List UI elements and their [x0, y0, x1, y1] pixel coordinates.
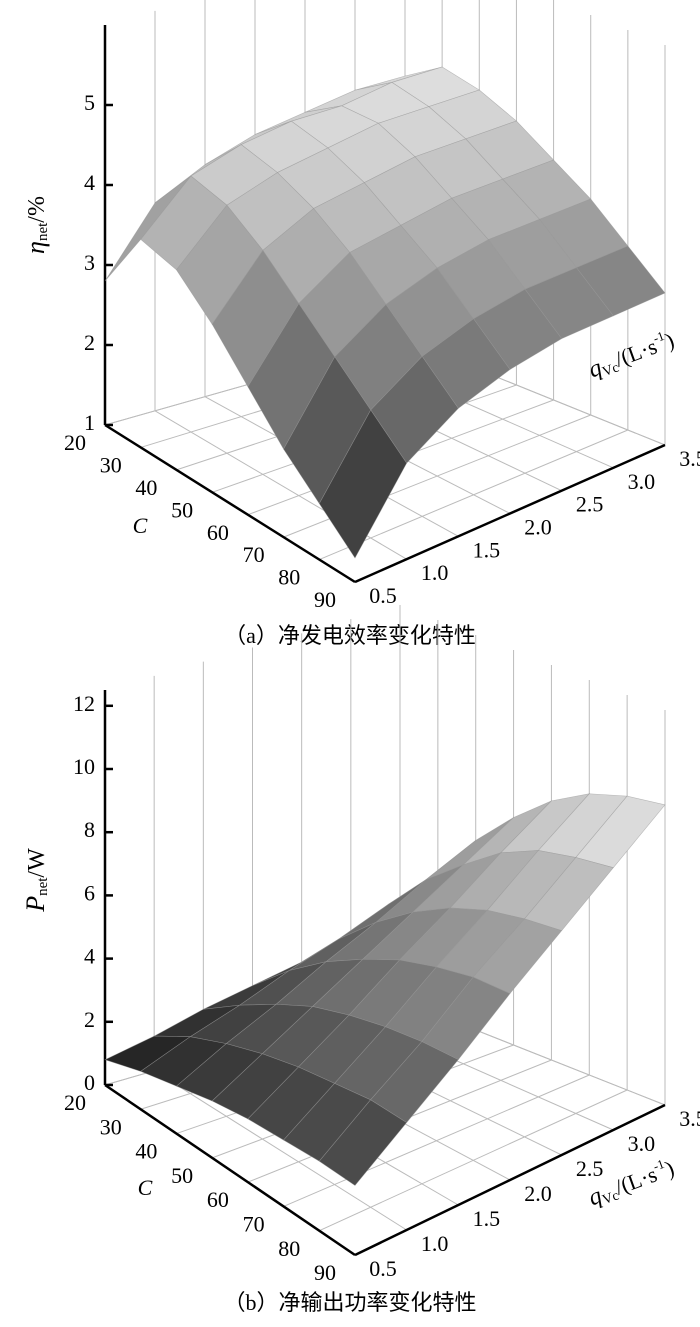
z-label-symbol: η: [21, 241, 50, 254]
y-axis: [354, 1103, 666, 1257]
x-tick-label: 50: [171, 1163, 193, 1188]
z-tick-label: 3: [84, 250, 95, 275]
x-tick-label: 30: [100, 1114, 122, 1139]
surface-patch: [318, 409, 408, 559]
x-tick-label: 60: [207, 1187, 229, 1212]
x-tick-label: 90: [314, 1260, 336, 1285]
y-tick-label: 1.0: [421, 1231, 449, 1256]
z-label-symbol: P: [21, 896, 50, 913]
x-axis-label: C: [138, 1175, 153, 1200]
y-label-sub: Vc: [601, 1189, 621, 1209]
z-label-sub: net: [35, 222, 51, 241]
x-tick-label: 40: [135, 475, 157, 500]
surface-patch: [318, 1099, 408, 1186]
x-tick-label: 50: [171, 497, 193, 522]
y-tick-label: 3.0: [628, 1131, 656, 1156]
caption: （a）净发电效率变化特性: [224, 623, 476, 648]
y-tick-label: 3.5: [679, 446, 700, 471]
x-tick-label: 80: [278, 1236, 300, 1261]
x-tick-label: 30: [100, 452, 122, 477]
z-label-sub: net: [35, 877, 51, 896]
x-tick-label: 40: [135, 1139, 157, 1164]
x-tick-label: 20: [64, 1090, 86, 1115]
z-tick-label: 2: [84, 1007, 95, 1032]
z-tick-label: 10: [73, 754, 95, 779]
y-tick-label: 1.5: [473, 537, 501, 562]
y-tick-label: 3.0: [628, 469, 656, 494]
z-tick-label: 5: [84, 90, 95, 115]
x-tick-label: 70: [243, 542, 265, 567]
y-axis-label: qVc/(L·s-1): [584, 325, 678, 384]
z-tick-label: 0: [84, 1070, 95, 1095]
z-tick-label: 4: [84, 170, 95, 195]
x-tick-label: 90: [314, 587, 336, 612]
z-axis-label: ηnet/%: [21, 196, 51, 254]
z-tick-label: 1: [84, 410, 95, 435]
x-axis: [104, 423, 356, 584]
z-tick-label: 4: [84, 944, 95, 969]
y-tick-label: 2.0: [524, 515, 552, 540]
x-axis: [104, 1083, 356, 1257]
y-tick-label: 2.5: [576, 492, 604, 517]
z-label-unit: /W: [24, 848, 50, 878]
y-tick-label: 0.5: [369, 583, 397, 608]
x-tick-label: 70: [243, 1211, 265, 1236]
x-tick-label: 60: [207, 520, 229, 545]
y-label-sub: Vc: [601, 361, 621, 381]
z-tick-label: 2: [84, 330, 95, 355]
y-tick-label: 2.0: [524, 1181, 552, 1206]
z-label-unit: /%: [24, 196, 50, 223]
y-axis: [354, 443, 666, 584]
y-tick-label: 0.5: [369, 1256, 397, 1281]
floor-grid-line: [153, 1070, 407, 1231]
z-axis-label: Pnet/W: [21, 848, 51, 913]
y-tick-label: 2.5: [576, 1156, 604, 1181]
y-tick-label: 1.0: [421, 560, 449, 585]
z-tick-label: 8: [84, 817, 95, 842]
x-tick-label: 80: [278, 565, 300, 590]
x-tick-label: 20: [64, 430, 86, 455]
caption: （b）净输出功率变化特性: [223, 1290, 476, 1315]
y-label-sup: -1: [651, 328, 666, 346]
y-label-sup: -1: [651, 1156, 666, 1174]
y-tick-label: 3.5: [679, 1106, 700, 1131]
z-tick-label: 6: [84, 880, 95, 905]
y-tick-label: 1.5: [473, 1206, 501, 1231]
z-tick-label: 12: [73, 691, 95, 716]
x-axis-label: C: [133, 513, 148, 538]
